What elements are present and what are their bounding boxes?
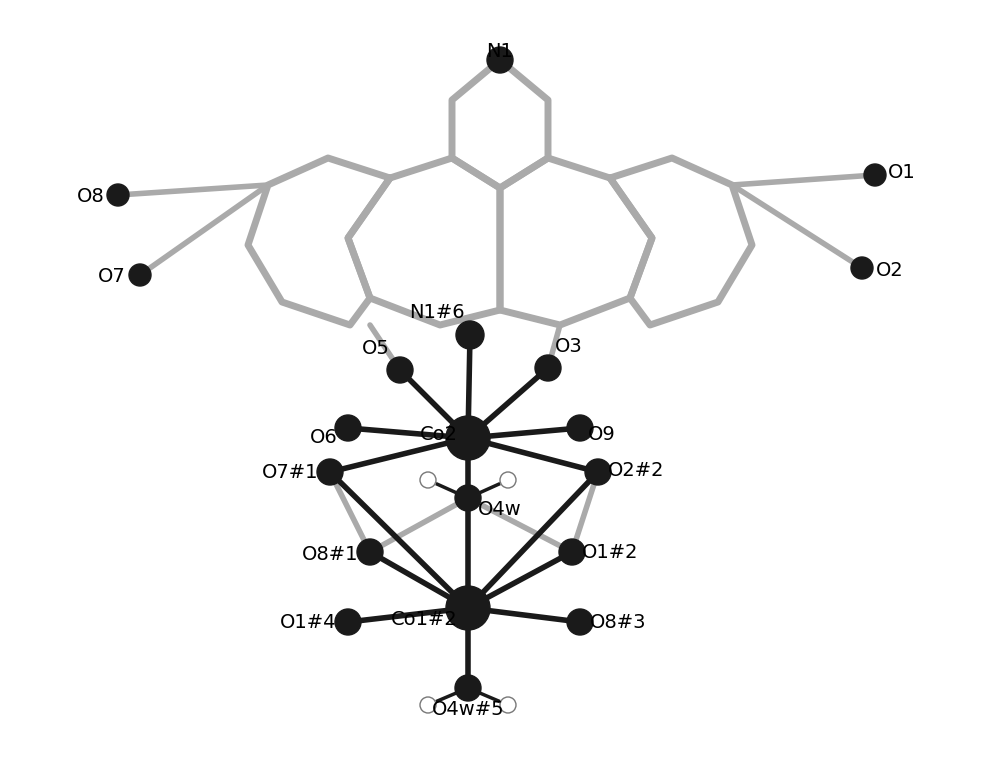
Circle shape	[335, 609, 361, 635]
Text: O4w#5: O4w#5	[432, 700, 504, 719]
Circle shape	[535, 355, 561, 381]
Text: N1: N1	[487, 42, 513, 61]
Text: N1#6: N1#6	[409, 303, 465, 322]
Circle shape	[585, 459, 611, 485]
Circle shape	[387, 357, 413, 383]
Text: O1#2: O1#2	[582, 542, 639, 562]
Circle shape	[129, 264, 151, 286]
Text: O8#1: O8#1	[302, 545, 358, 563]
Text: O9: O9	[588, 425, 616, 444]
Circle shape	[864, 164, 886, 186]
Circle shape	[107, 184, 129, 206]
Circle shape	[455, 485, 481, 511]
Text: O6: O6	[310, 428, 338, 447]
Circle shape	[456, 321, 484, 349]
Text: O8#3: O8#3	[590, 612, 646, 632]
Circle shape	[500, 697, 516, 713]
Text: O2#2: O2#2	[608, 460, 664, 480]
Circle shape	[317, 459, 343, 485]
Circle shape	[446, 416, 490, 460]
Text: O2: O2	[876, 260, 904, 280]
Text: O8: O8	[77, 187, 105, 205]
Circle shape	[567, 609, 593, 635]
Text: O7#1: O7#1	[262, 463, 318, 481]
Text: O7: O7	[98, 267, 126, 287]
Circle shape	[357, 539, 383, 565]
Text: O4w: O4w	[478, 500, 522, 519]
Text: Co2: Co2	[420, 425, 458, 445]
Circle shape	[851, 257, 873, 279]
Circle shape	[487, 47, 513, 73]
Circle shape	[335, 415, 361, 441]
Text: Co1#2: Co1#2	[391, 610, 458, 629]
Circle shape	[500, 472, 516, 488]
Circle shape	[455, 675, 481, 701]
Circle shape	[559, 539, 585, 565]
Text: O5: O5	[362, 339, 390, 358]
Text: O3: O3	[555, 337, 583, 356]
Text: O1: O1	[888, 163, 916, 181]
Circle shape	[567, 415, 593, 441]
Circle shape	[446, 586, 490, 630]
Text: O1#4: O1#4	[280, 612, 336, 632]
Circle shape	[420, 472, 436, 488]
Circle shape	[420, 697, 436, 713]
